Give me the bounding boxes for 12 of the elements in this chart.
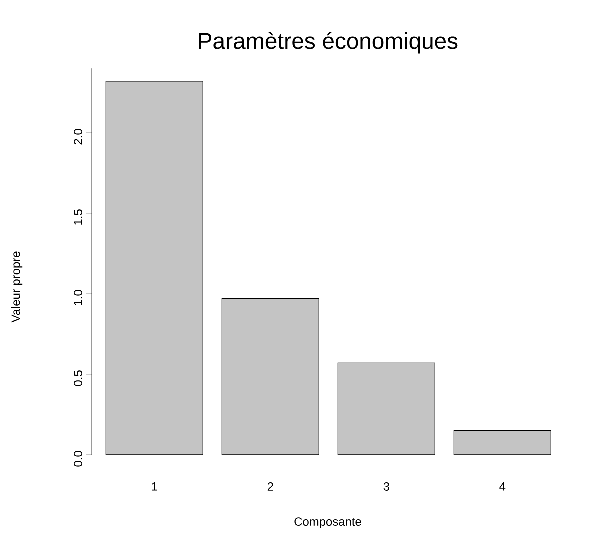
x-tick-label: 4	[500, 482, 506, 491]
x-tick-label: 3	[384, 482, 390, 491]
y-tick-label: 1.0	[74, 290, 82, 306]
y-tick-label: 1.5	[74, 210, 82, 225]
x-tick-label: 1	[152, 482, 158, 491]
y-tick-label: 0.5	[74, 370, 82, 386]
y-axis-title: Valeur propre	[11, 252, 23, 323]
y-tick-label: 2.0	[74, 129, 82, 145]
x-tick-label: 2	[268, 482, 274, 491]
x-axis-title: Composante	[294, 518, 362, 528]
chart-title: Paramètres économiques	[199, 32, 458, 54]
y-tick-label: 0.0	[74, 451, 82, 467]
